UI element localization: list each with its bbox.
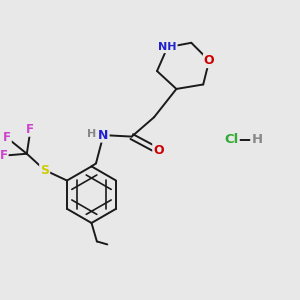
Text: S: S bbox=[40, 164, 49, 177]
Text: O: O bbox=[204, 54, 214, 67]
Text: H: H bbox=[251, 133, 262, 146]
Text: O: O bbox=[153, 143, 164, 157]
Text: Cl: Cl bbox=[224, 133, 239, 146]
Text: F: F bbox=[0, 149, 8, 162]
Text: F: F bbox=[26, 123, 34, 136]
Text: NH: NH bbox=[158, 42, 177, 52]
Text: H: H bbox=[88, 129, 97, 139]
Text: N: N bbox=[98, 129, 109, 142]
Text: F: F bbox=[3, 131, 11, 144]
